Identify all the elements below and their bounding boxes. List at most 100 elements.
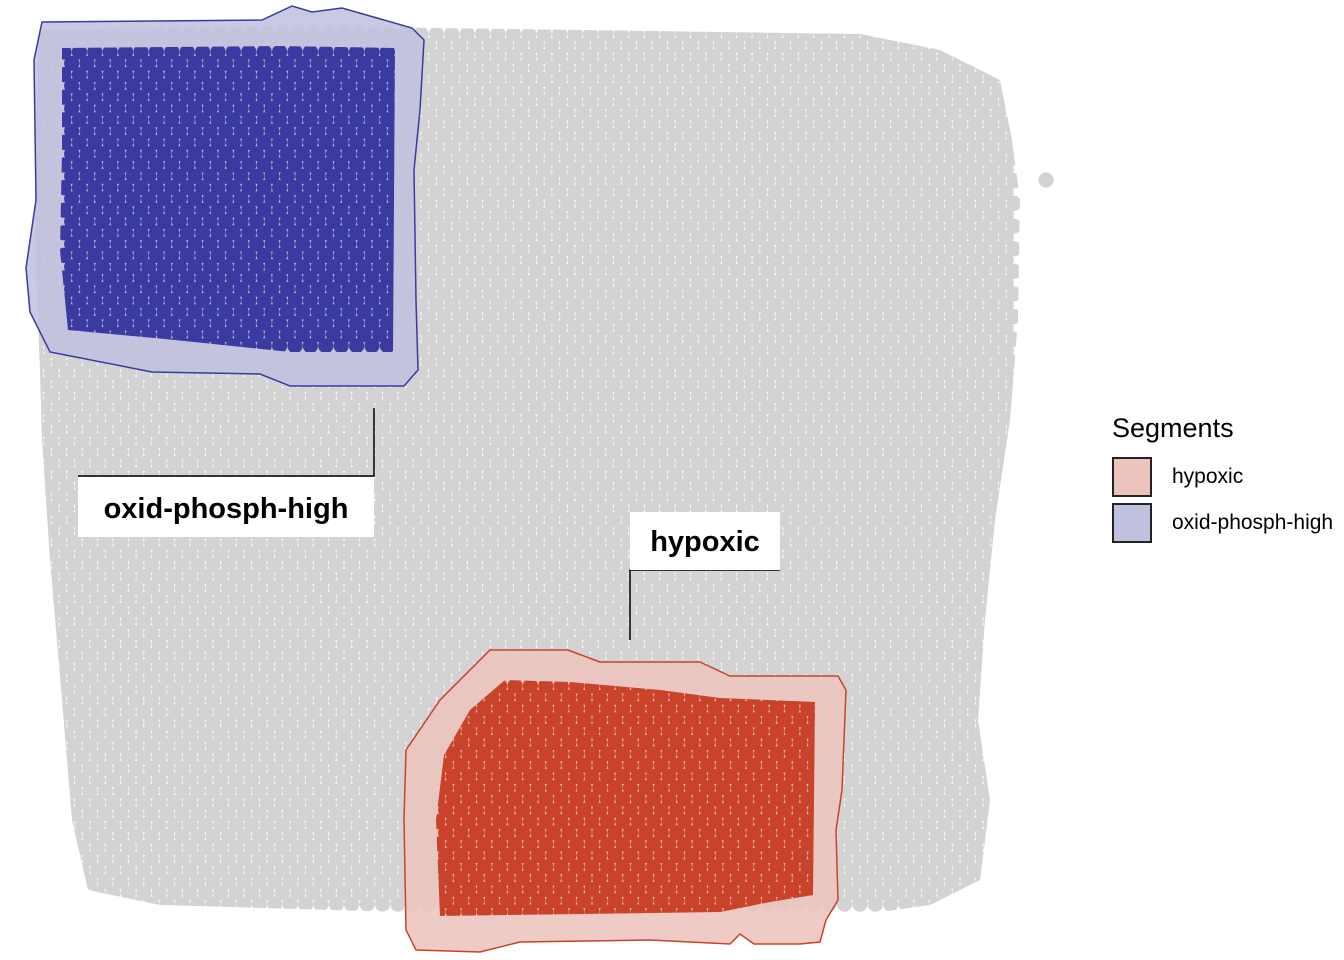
background-spot	[921, 71, 937, 87]
background-spot	[836, 60, 853, 76]
background-spot	[736, 49, 753, 65]
background-spot	[960, 105, 976, 121]
background-spot	[528, 286, 545, 302]
background-spot	[490, 49, 506, 65]
background-spot	[636, 173, 652, 189]
background-spot	[821, 286, 837, 302]
background-spot	[975, 263, 991, 279]
background-spot	[528, 60, 545, 76]
background-spot	[759, 128, 776, 144]
background-spot	[929, 218, 945, 234]
background-spot	[582, 71, 599, 87]
background-spot	[998, 252, 1014, 268]
background-spot	[644, 94, 660, 110]
background-spot	[852, 150, 868, 166]
background-spot	[906, 94, 922, 110]
background-spot	[698, 263, 714, 279]
background-spot	[990, 896, 1007, 912]
background-spot	[698, 128, 714, 144]
background-spot	[721, 207, 737, 223]
background-spot	[960, 195, 976, 212]
background-spot	[783, 252, 799, 268]
background-spot	[374, 896, 391, 912]
background-spot	[767, 184, 783, 200]
background-spot	[944, 241, 960, 257]
background-spot	[929, 241, 945, 257]
background-spot	[821, 60, 837, 76]
background-spot	[960, 241, 976, 257]
background-spot	[813, 297, 830, 313]
background-spot	[937, 207, 953, 223]
background-spot	[975, 195, 991, 212]
background-spot	[983, 207, 999, 223]
background-spot	[636, 128, 652, 144]
background-spot	[890, 71, 907, 87]
background-spot	[813, 94, 830, 110]
background-spot	[559, 263, 575, 279]
background-spot	[598, 116, 614, 132]
background-spot	[975, 105, 991, 121]
background-spot	[43, 772, 60, 788]
background-spot	[43, 794, 60, 811]
background-spot	[721, 116, 737, 132]
background-spot	[444, 49, 460, 65]
background-spot	[505, 94, 521, 110]
background-spot	[698, 218, 714, 234]
background-spot	[636, 263, 652, 279]
background-spot	[652, 82, 668, 99]
background-spot	[944, 105, 960, 121]
background-spot	[36, 625, 52, 641]
background-spot	[990, 828, 1007, 844]
background-spot	[990, 693, 1007, 709]
background-spot	[621, 60, 637, 76]
background-spot	[467, 128, 483, 144]
background-spot	[736, 275, 753, 291]
background-spot	[536, 71, 552, 87]
background-spot	[590, 195, 606, 212]
background-spot	[721, 275, 737, 291]
background-spot	[752, 297, 768, 313]
background-spot	[690, 162, 706, 178]
background-spot	[644, 162, 660, 178]
background-spot	[598, 184, 614, 200]
background-spot	[652, 195, 668, 212]
background-spot	[428, 275, 444, 291]
background-spot	[36, 851, 52, 867]
background-spot	[990, 105, 1007, 121]
background-spot	[759, 37, 776, 53]
background-spot	[605, 150, 622, 166]
background-spot	[675, 116, 691, 132]
background-spot	[944, 37, 960, 53]
background-spot	[552, 139, 568, 155]
background-spot	[644, 49, 660, 65]
background-spot	[505, 162, 521, 178]
background-spot	[475, 94, 491, 110]
background-spot	[521, 94, 537, 110]
background-spot	[729, 150, 745, 166]
background-spot	[521, 297, 537, 313]
background-spot	[467, 60, 483, 76]
background-spot	[967, 26, 984, 42]
background-spot	[459, 275, 475, 291]
background-spot	[983, 252, 999, 268]
background-spot	[744, 263, 760, 279]
background-spot	[629, 71, 645, 87]
background-spot	[990, 760, 1007, 777]
background-spot	[475, 116, 491, 132]
background-spot	[659, 49, 676, 65]
background-spot	[498, 263, 514, 279]
background-spot	[844, 297, 860, 313]
background-spot	[690, 252, 706, 268]
background-spot	[706, 49, 722, 65]
background-spot	[428, 207, 444, 223]
background-spot	[536, 207, 552, 223]
background-spot	[744, 218, 760, 234]
background-spot	[790, 286, 806, 302]
background-spot	[875, 162, 891, 178]
background-spot	[652, 173, 668, 189]
background-spot	[1006, 105, 1020, 121]
background-spot	[552, 184, 568, 200]
background-spot	[752, 116, 768, 132]
background-spot	[582, 49, 599, 65]
background-spot	[43, 885, 60, 901]
